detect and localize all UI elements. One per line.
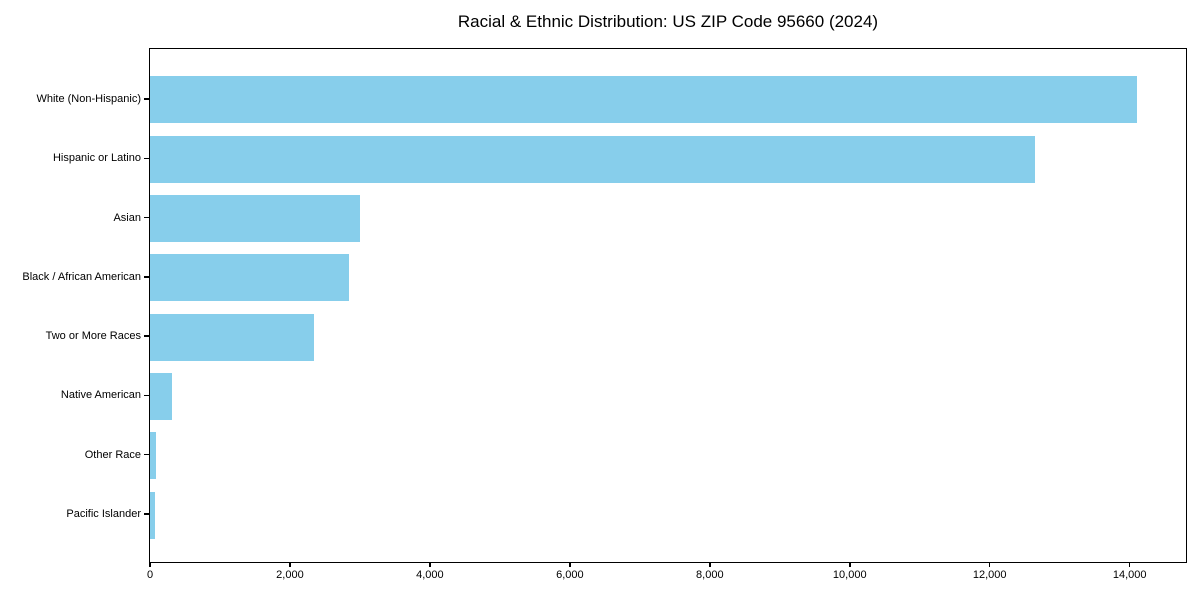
bar-native-american [150, 372, 172, 420]
y-tick-mark [144, 513, 149, 515]
plot-area [149, 48, 1187, 563]
chart-title: Racial & Ethnic Distribution: US ZIP Cod… [457, 12, 879, 31]
x-tick-mark [569, 562, 571, 567]
y-tick-mark [144, 216, 149, 219]
x-tick-mark [1128, 562, 1131, 567]
y-tick-label-white-non-hispanic: White (Non-Hispanic) [36, 92, 141, 105]
y-tick-label-black-african-american: Black / African American [22, 270, 141, 283]
bar-pacific-islander [150, 491, 155, 539]
y-tick-label-native-american: Native American [60, 389, 141, 402]
bar-other-race [150, 432, 157, 480]
x-tick-label-4000: 4,000 [416, 569, 444, 581]
bar-black-african-american [150, 254, 350, 302]
y-tick-mark [144, 394, 149, 397]
y-tick-mark [144, 157, 149, 160]
x-tick-label-12000: 12,000 [972, 569, 1007, 581]
y-tick-label-two-or-more-races: Two or More Races [45, 330, 141, 343]
x-tick-mark [429, 562, 431, 567]
x-tick-label-8000: 8,000 [696, 569, 724, 581]
x-tick-label-0: 0 [146, 569, 154, 581]
bar-two-or-more-races [150, 313, 315, 361]
y-tick-mark [144, 98, 149, 100]
bar-asian [150, 195, 360, 243]
bar-hispanic-or-latino [150, 135, 1036, 183]
x-tick-mark [849, 562, 851, 567]
x-tick-label-2000: 2,000 [276, 569, 304, 581]
x-tick-label-10000: 10,000 [832, 569, 867, 581]
y-tick-label-hispanic-or-latino: Hispanic or Latino [52, 152, 141, 165]
x-tick-label-6000: 6,000 [556, 569, 584, 581]
y-tick-mark [144, 276, 149, 278]
y-tick-mark [144, 453, 149, 456]
bar-white-non-hispanic [150, 76, 1137, 124]
y-tick-mark [144, 335, 149, 337]
x-tick-mark [149, 562, 151, 567]
y-tick-label-other-race: Other Race [84, 448, 141, 461]
x-tick-mark [289, 562, 291, 567]
y-tick-label-asian: Asian [113, 211, 141, 224]
x-tick-label-14000: 14,000 [1112, 569, 1147, 581]
x-tick-mark [988, 562, 991, 567]
x-tick-mark [709, 562, 711, 567]
y-tick-label-pacific-islander: Pacific Islander [66, 508, 141, 521]
